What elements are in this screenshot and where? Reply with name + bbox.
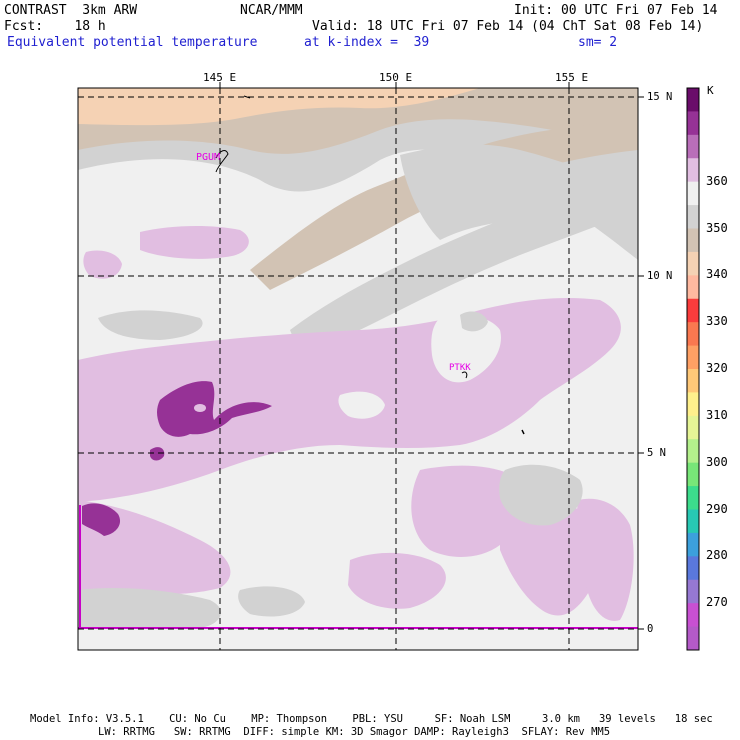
legend-color-box (687, 228, 699, 253)
model-info-line-1: Model Info: V3.5.1 CU: No Cu MP: Thompso… (30, 713, 713, 725)
field-name: Equivalent potential temperature (7, 35, 258, 50)
region-355k-south-2 (500, 504, 599, 616)
region-gray-islet (460, 311, 488, 332)
legend-color-box (687, 626, 699, 651)
legend-label: 360 (706, 173, 728, 188)
lat-lon-grid (78, 88, 638, 650)
legend-color-box (687, 486, 699, 510)
region-350k-patch-west (98, 310, 203, 340)
legend-color-box (687, 251, 699, 276)
lat-label-5n: 5 N (647, 447, 666, 459)
level-index: at k-index = 39 (304, 35, 430, 50)
region-350k-south (238, 586, 305, 617)
legend-color-box (687, 462, 699, 487)
legend-color-box (687, 415, 699, 440)
legend-color-box (687, 275, 699, 300)
organization-label: NCAR/MMM (240, 3, 303, 18)
smoothing-label: sm= 2 (578, 35, 618, 50)
guam-coastline (215, 150, 229, 173)
legend-color-box (687, 603, 699, 628)
lon-label-155e: 155 E (555, 71, 589, 84)
lat-label-15n: 15 N (647, 91, 673, 103)
legend-color-box (687, 509, 699, 534)
forecast-hour: Fcst: 18 h (4, 19, 106, 34)
region-350k-se (499, 464, 583, 526)
legend-color-box (687, 111, 699, 136)
model-info-line-2: LW: RRTMG SW: RRTMG DIFF: simple KM: 3D … (98, 726, 611, 738)
legend-label: 290 (706, 501, 728, 516)
region-365k-patch-3 (82, 503, 121, 536)
legend-label: 340 (706, 267, 728, 282)
chuuk-coastline (461, 371, 468, 379)
atoll-coastline (521, 429, 525, 435)
map-frame (77, 87, 639, 651)
valid-time: Valid: 18 UTC Fri 07 Feb 14 (04 ChT Sat … (312, 19, 704, 34)
region-ne-gray (400, 144, 638, 240)
legend-color-box (687, 579, 699, 604)
legend-label: 300 (706, 454, 728, 469)
legend-color-box (687, 439, 699, 464)
legend-color-box (687, 322, 699, 347)
legend-label: 310 (706, 407, 728, 422)
region-355k-south-1 (411, 465, 527, 557)
region-365k-patch-1 (157, 381, 272, 437)
lat-label-equator: 0 (647, 623, 654, 635)
region-hole-1 (431, 315, 501, 383)
island-coastline (243, 95, 251, 99)
legend-color-box (687, 369, 699, 393)
lon-label-150e: 150 E (379, 71, 413, 84)
legend-label: 350 (706, 220, 728, 235)
init-time: Init: 00 UTC Fri 07 Feb 14 (514, 3, 718, 18)
legend-unit: K (707, 84, 714, 97)
legend-label: 330 (706, 314, 728, 329)
region-355k-patch-1 (140, 226, 249, 259)
legend-color-box (687, 298, 699, 323)
lon-label-145e: 145 E (203, 71, 237, 84)
legend-color-box (687, 392, 699, 417)
product-title: CONTRAST 3km ARW (4, 3, 138, 18)
legend-color-box (687, 532, 699, 557)
region-350k-sw (78, 588, 221, 628)
legend-color-box (687, 181, 699, 206)
legend-label: 270 (706, 595, 728, 610)
lat-label-10n: 10 N (647, 270, 673, 282)
region-355k-south-3 (577, 498, 634, 621)
region-hole-2 (338, 391, 385, 419)
region-355k-patch-2 (83, 250, 122, 279)
legend-color-box (687, 345, 699, 370)
legend-label: 280 (706, 548, 728, 563)
region-355k-south-4 (348, 552, 446, 609)
legend-color-box (687, 88, 699, 112)
region-365k-patch-2 (150, 447, 165, 461)
legend-color-box (687, 134, 699, 159)
region-dark-hole (194, 404, 206, 412)
legend-frame (686, 87, 700, 651)
legend-color-box (687, 205, 699, 229)
legend-color-box (687, 158, 699, 183)
station-ptkk: PTKK (449, 363, 471, 373)
legend-label: 320 (706, 361, 728, 375)
legend-color-box (687, 556, 699, 581)
station-pgum: PGUM (196, 152, 221, 163)
axis-ticks (219, 82, 644, 630)
